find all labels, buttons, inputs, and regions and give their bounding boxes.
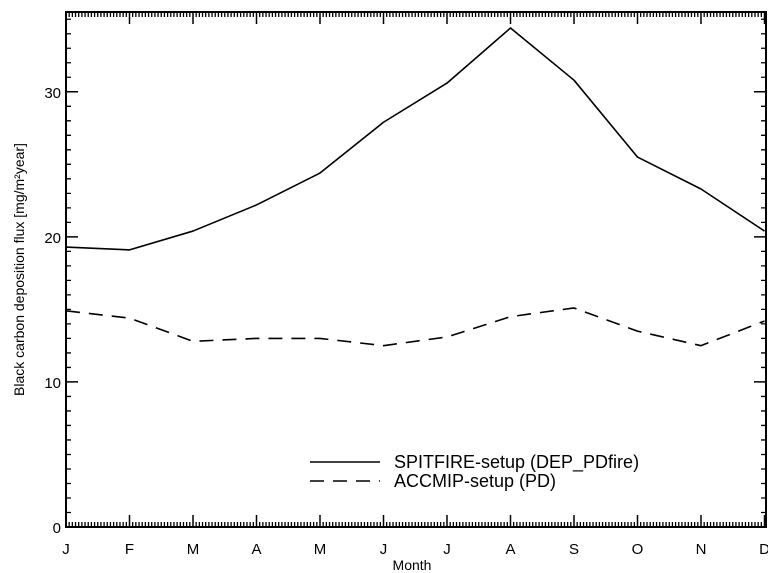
minor-ticks bbox=[66, 12, 766, 527]
x-tick-label: D bbox=[759, 541, 768, 558]
major-tick-marks bbox=[65, 12, 766, 528]
x-tick-label: O bbox=[632, 541, 644, 558]
x-tick-label: A bbox=[505, 541, 515, 558]
y-tick-label: 30 bbox=[44, 85, 61, 102]
y-tick-label: 0 bbox=[53, 520, 61, 537]
x-axis-label: Month bbox=[393, 557, 432, 573]
y-tick-label: 20 bbox=[44, 230, 61, 247]
legend-label-2: ACCMIP-setup (PD) bbox=[394, 471, 556, 491]
minor-tick-marks bbox=[66, 12, 766, 527]
series-line-2 bbox=[66, 307, 765, 347]
x-tick-label: F bbox=[125, 541, 134, 558]
plot-frame bbox=[65, 11, 767, 528]
legend: SPITFIRE-setup (DEP_PDfire)ACCMIP-setup … bbox=[310, 452, 639, 491]
major-ticks bbox=[65, 12, 766, 528]
x-tick-label: N bbox=[696, 541, 707, 558]
x-tick-label: S bbox=[569, 541, 579, 558]
y-tick-label: 10 bbox=[44, 375, 61, 392]
x-tick-label: J bbox=[380, 541, 388, 558]
y-axis-label: Black carbon deposition flux [mg/m²year] bbox=[11, 143, 27, 396]
y-tick-labels: 0 10 20 30 bbox=[44, 85, 61, 537]
x-tick-label: J bbox=[443, 541, 451, 558]
x-tick-label: M bbox=[187, 541, 200, 558]
x-tick-label: A bbox=[251, 541, 261, 558]
series-layer bbox=[66, 27, 765, 347]
legend-label-1: SPITFIRE-setup (DEP_PDfire) bbox=[394, 452, 639, 473]
series-line-1 bbox=[66, 27, 765, 251]
x-tick-label: M bbox=[314, 541, 327, 558]
x-tick-label: J bbox=[62, 541, 70, 558]
